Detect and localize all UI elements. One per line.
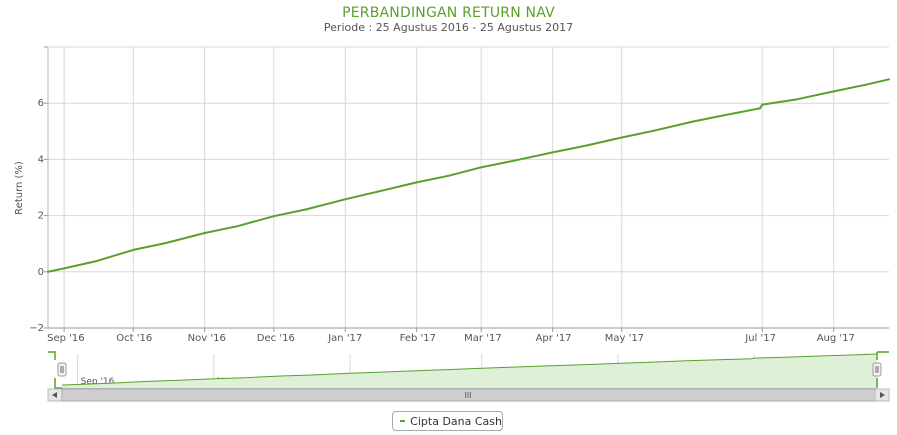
y-tick-labels: −2 0 2 4 6	[29, 98, 44, 334]
legend-item-cipta-dana-cash[interactable]: Cipta Dana Cash	[392, 411, 503, 431]
data-point	[865, 83, 867, 86]
data-point	[761, 103, 764, 106]
x-tick-label: Mar '17	[464, 333, 502, 344]
scrollbar-grip: III	[464, 391, 471, 400]
legend-label: Cipta Dana Cash	[410, 414, 502, 428]
data-point	[583, 144, 586, 147]
data-point	[95, 260, 98, 263]
y-tick-label: 0	[38, 267, 44, 278]
data-point	[620, 136, 623, 139]
x-tick-label: Sep '16	[47, 333, 85, 344]
x-tick-label: Dec '16	[257, 333, 295, 344]
data-point	[132, 248, 135, 251]
x-tick-label: Feb '17	[400, 333, 436, 344]
data-point	[164, 242, 167, 245]
legend-line-swatch	[400, 420, 406, 422]
data-point	[653, 129, 655, 132]
y-tick-label: −2	[29, 323, 44, 334]
data-point	[480, 166, 483, 169]
y-tick-label: 2	[38, 211, 44, 222]
x-tick-label: Jul '17	[744, 333, 776, 344]
series-group	[47, 78, 890, 273]
data-point	[512, 159, 515, 162]
navigator-line	[61, 353, 878, 386]
data-point	[203, 232, 206, 234]
data-point	[376, 190, 379, 193]
x-tick-label: May '17	[605, 333, 644, 344]
data-point	[305, 208, 308, 211]
data-point	[888, 78, 890, 81]
chart-title: PERBANDINGAN RETURN NAV	[342, 5, 555, 21]
data-point	[47, 270, 49, 273]
y-tick-label: 4	[38, 154, 44, 165]
y-axis-label: Return (%)	[14, 161, 25, 215]
data-point	[447, 174, 450, 177]
x-gridlines	[63, 47, 835, 332]
y-tick-label: 6	[38, 98, 44, 109]
scrollbar[interactable]: III	[47, 388, 890, 402]
data-point	[759, 107, 761, 110]
data-point	[692, 120, 695, 123]
data-point	[63, 267, 66, 270]
data-point	[793, 98, 796, 101]
data-point	[832, 90, 835, 93]
x-tick-labels: Sep '16 Oct '16 Nov '16 Dec '16 Jan '17 Feb '…	[47, 333, 855, 344]
data-point	[235, 225, 238, 228]
x-tick-label: Aug '17	[817, 333, 855, 344]
data-point	[344, 198, 347, 201]
chart-subtitle: Periode : 25 Agustus 2016 - 25 Agustus 2…	[323, 21, 574, 34]
data-point	[724, 114, 727, 116]
data-point	[415, 181, 418, 184]
navigator-area	[62, 354, 877, 388]
x-tick-label: Jan '17	[327, 333, 362, 344]
data-point	[551, 151, 554, 154]
navigator-right-outline	[876, 351, 889, 388]
navigator-tick-label: Sep '16	[81, 377, 115, 387]
x-tick-label: Oct '16	[116, 333, 152, 344]
navigator-right-handle[interactable]	[872, 362, 882, 377]
data-point	[272, 215, 275, 218]
x-tick-label: Nov '16	[188, 333, 226, 344]
scrollbar-right-arrow[interactable]	[874, 388, 890, 402]
scrollbar-left-arrow[interactable]	[47, 388, 63, 402]
series-line	[47, 78, 890, 273]
navigator-left-handle[interactable]	[57, 362, 67, 377]
navigator-left-outline	[48, 351, 62, 389]
x-tick-label: Apr '17	[536, 333, 572, 344]
